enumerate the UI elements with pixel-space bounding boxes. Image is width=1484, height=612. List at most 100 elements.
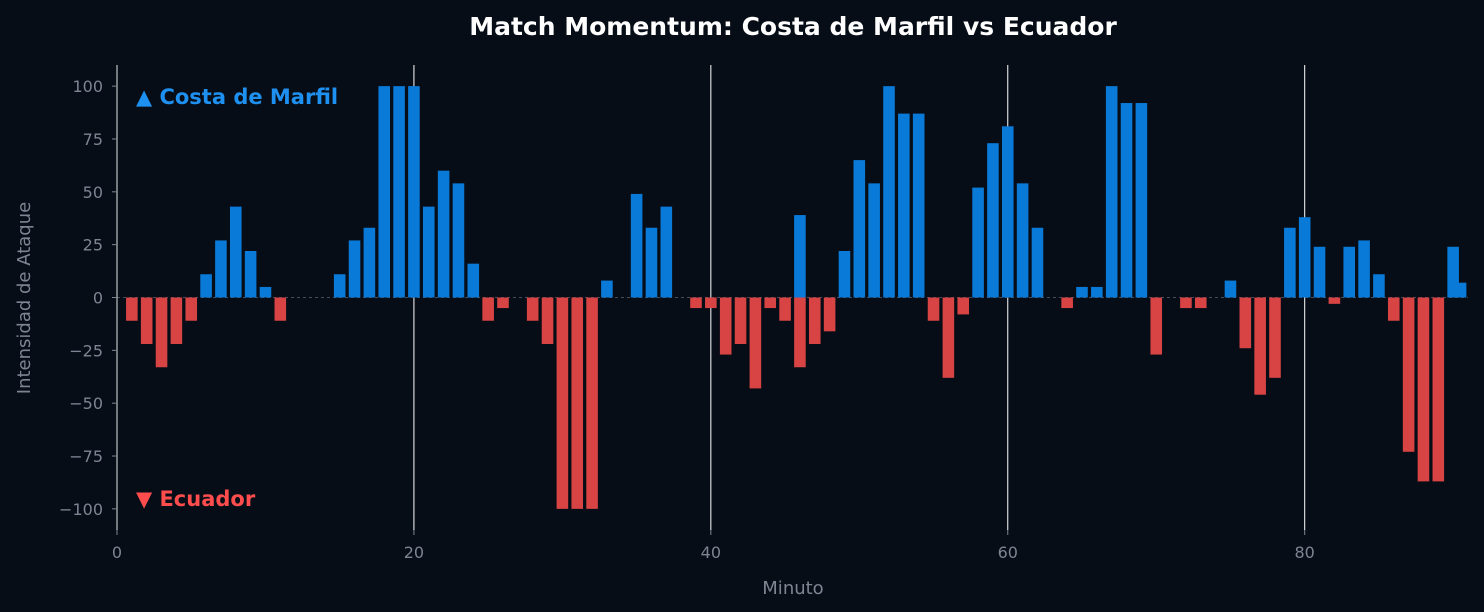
- bar-minute-88-79: [1417, 297, 1430, 482]
- bar-minute-87-78: [1402, 297, 1415, 452]
- bar-minute-90-81: [1447, 246, 1459, 298]
- bar-minute-84-75: [1358, 240, 1370, 298]
- bar-minute-47-41: [808, 297, 821, 344]
- bar-minute-32-27: [586, 297, 598, 509]
- bar-minute-3-2: [155, 297, 168, 368]
- y-tick-label: 50: [83, 183, 103, 202]
- momentum-bars: [126, 86, 1467, 509]
- x-tick-label: 80: [1295, 543, 1315, 562]
- bar-minute-54-48: [912, 113, 925, 298]
- bar-minute-24-20: [467, 263, 480, 298]
- x-tick-label: 20: [404, 543, 424, 562]
- bar-minute-9-8: [244, 251, 257, 298]
- bar-minute-7-6: [215, 240, 227, 298]
- bar-minute-39-32: [690, 297, 702, 309]
- bar-minute-31-26: [571, 297, 584, 509]
- bar-minute-43-36: [749, 297, 762, 389]
- bar-minute-77-68: [1254, 297, 1266, 395]
- bar-minute-90-5-82: [1454, 282, 1467, 298]
- bar-minute-68-61: [1120, 103, 1133, 298]
- y-tick-label: −25: [69, 341, 103, 360]
- bar-minute-25-21: [482, 297, 494, 321]
- x-tick-label: 60: [998, 543, 1018, 562]
- bar-minute-4-3: [170, 297, 183, 344]
- bar-minute-81-72: [1313, 246, 1326, 298]
- bar-minute-30-25: [556, 297, 569, 509]
- bar-minute-55-49: [927, 297, 940, 321]
- bar-minute-62-56: [1031, 227, 1044, 298]
- bar-minute-40-33: [705, 297, 717, 309]
- bar-minute-60-54: [1001, 126, 1014, 298]
- bar-minute-44-37: [764, 297, 777, 309]
- y-tick-label: −50: [69, 394, 103, 413]
- y-axis-label: Intensidad de Ataque: [14, 202, 35, 394]
- y-axis-ticks: −100 −75 −50 −25 0 25 50 75 100: [59, 77, 117, 519]
- bar-minute-53-47: [898, 113, 910, 298]
- bar-minute-36-30: [645, 227, 658, 298]
- bar-minute-50-44: [853, 160, 866, 298]
- bar-minute-64-57: [1061, 297, 1073, 309]
- bar-minute-48-42: [823, 297, 836, 332]
- bar-minute-56-50: [942, 297, 955, 378]
- bar-minute-5-4: [185, 297, 198, 321]
- y-tick-label: −75: [69, 447, 103, 466]
- bar-minute-86-77: [1387, 297, 1400, 321]
- bar-minute-29-24: [541, 297, 554, 344]
- bar-minute-69-62: [1135, 103, 1148, 298]
- bar-minute-21-17: [422, 206, 435, 298]
- bar-minute-33-28: [601, 280, 613, 298]
- bar-minute-46-40: [794, 297, 806, 368]
- x-tick-label: 0: [112, 543, 122, 562]
- bar-minute-66-59: [1091, 286, 1103, 298]
- chart-title: Match Momentum: Costa de Marfil vs Ecuad…: [469, 12, 1117, 41]
- bar-minute-80-71: [1298, 217, 1311, 298]
- bar-minute-35-29: [630, 193, 643, 298]
- bar-minute-2-1: [140, 297, 153, 344]
- bar-minute-57-51: [957, 297, 970, 315]
- bar-minute-70-63: [1150, 297, 1163, 355]
- bar-minute-65-58: [1076, 286, 1088, 298]
- bar-minute-18-14: [378, 86, 391, 298]
- bar-minute-83-74: [1343, 246, 1356, 298]
- bar-minute-26-22: [497, 297, 509, 309]
- bar-minute-51-45: [868, 183, 880, 298]
- costa-de-marfil-label: ▲ Costa de Marfil: [136, 85, 338, 109]
- bar-minute-59-53: [987, 143, 999, 298]
- bar-minute-41-34: [719, 297, 732, 355]
- bar-minute-73-65: [1194, 297, 1207, 309]
- bar-minute-72-64: [1180, 297, 1192, 309]
- bar-minute-8-7: [229, 206, 242, 298]
- bar-minute-85-76: [1373, 274, 1385, 298]
- bar-minute-42-35: [734, 297, 747, 344]
- bar-minute-22-18: [437, 170, 450, 298]
- y-tick-label: 25: [83, 236, 103, 255]
- bar-minute-15-11: [333, 274, 346, 298]
- x-tick-label: 40: [701, 543, 721, 562]
- bar-minute-6-5: [200, 274, 212, 298]
- bar-minute-23-19: [452, 183, 465, 298]
- bar-minute-78-69: [1269, 297, 1281, 378]
- y-tick-label: 0: [93, 289, 103, 308]
- bar-minute-49-43: [838, 251, 851, 298]
- bar-minute-16-12: [348, 240, 361, 298]
- ecuador-label: ▼ Ecuador: [136, 487, 256, 511]
- bar-minute-1-0: [126, 297, 138, 321]
- bar-minute-82-73: [1328, 297, 1341, 304]
- bar-minute-19-15: [393, 86, 405, 298]
- bar-minute-45-38: [779, 297, 791, 321]
- bar-minute-79-70: [1284, 227, 1296, 298]
- x-axis-label: Minuto: [762, 578, 823, 599]
- bar-minute-75-66: [1224, 280, 1237, 298]
- bar-minute-67-60: [1105, 86, 1118, 298]
- bar-minute-10-9: [259, 286, 272, 298]
- bar-minute-46-39: [794, 215, 806, 298]
- bar-minute-61-55: [1016, 183, 1029, 298]
- x-axis-ticks: 0 20 40 60 80: [112, 530, 1315, 562]
- bar-minute-37-31: [660, 206, 673, 298]
- bar-minute-52-46: [883, 86, 895, 298]
- y-tick-label: 100: [72, 77, 103, 96]
- y-tick-label: 75: [83, 130, 103, 149]
- bar-minute-28-23: [526, 297, 539, 321]
- bar-minute-11-10: [274, 297, 287, 321]
